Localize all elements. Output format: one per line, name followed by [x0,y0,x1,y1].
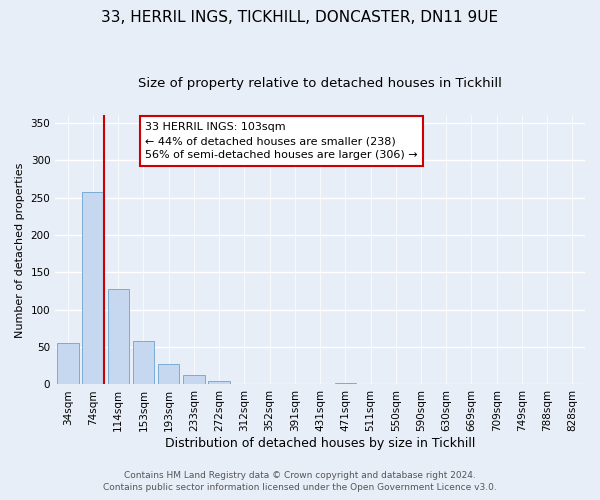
Bar [107,290,129,384]
Bar [158,364,179,384]
Bar [82,192,104,384]
Bar [335,383,356,384]
Bar [57,344,79,384]
Y-axis label: Number of detached properties: Number of detached properties [15,162,25,338]
Bar [183,374,205,384]
X-axis label: Distribution of detached houses by size in Tickhill: Distribution of detached houses by size … [165,437,475,450]
Bar [133,341,154,384]
Bar [208,382,230,384]
Text: 33, HERRIL INGS, TICKHILL, DONCASTER, DN11 9UE: 33, HERRIL INGS, TICKHILL, DONCASTER, DN… [101,10,499,25]
Text: Contains HM Land Registry data © Crown copyright and database right 2024.
Contai: Contains HM Land Registry data © Crown c… [103,471,497,492]
Title: Size of property relative to detached houses in Tickhill: Size of property relative to detached ho… [138,78,502,90]
Text: 33 HERRIL INGS: 103sqm
← 44% of detached houses are smaller (238)
56% of semi-de: 33 HERRIL INGS: 103sqm ← 44% of detached… [145,122,418,160]
